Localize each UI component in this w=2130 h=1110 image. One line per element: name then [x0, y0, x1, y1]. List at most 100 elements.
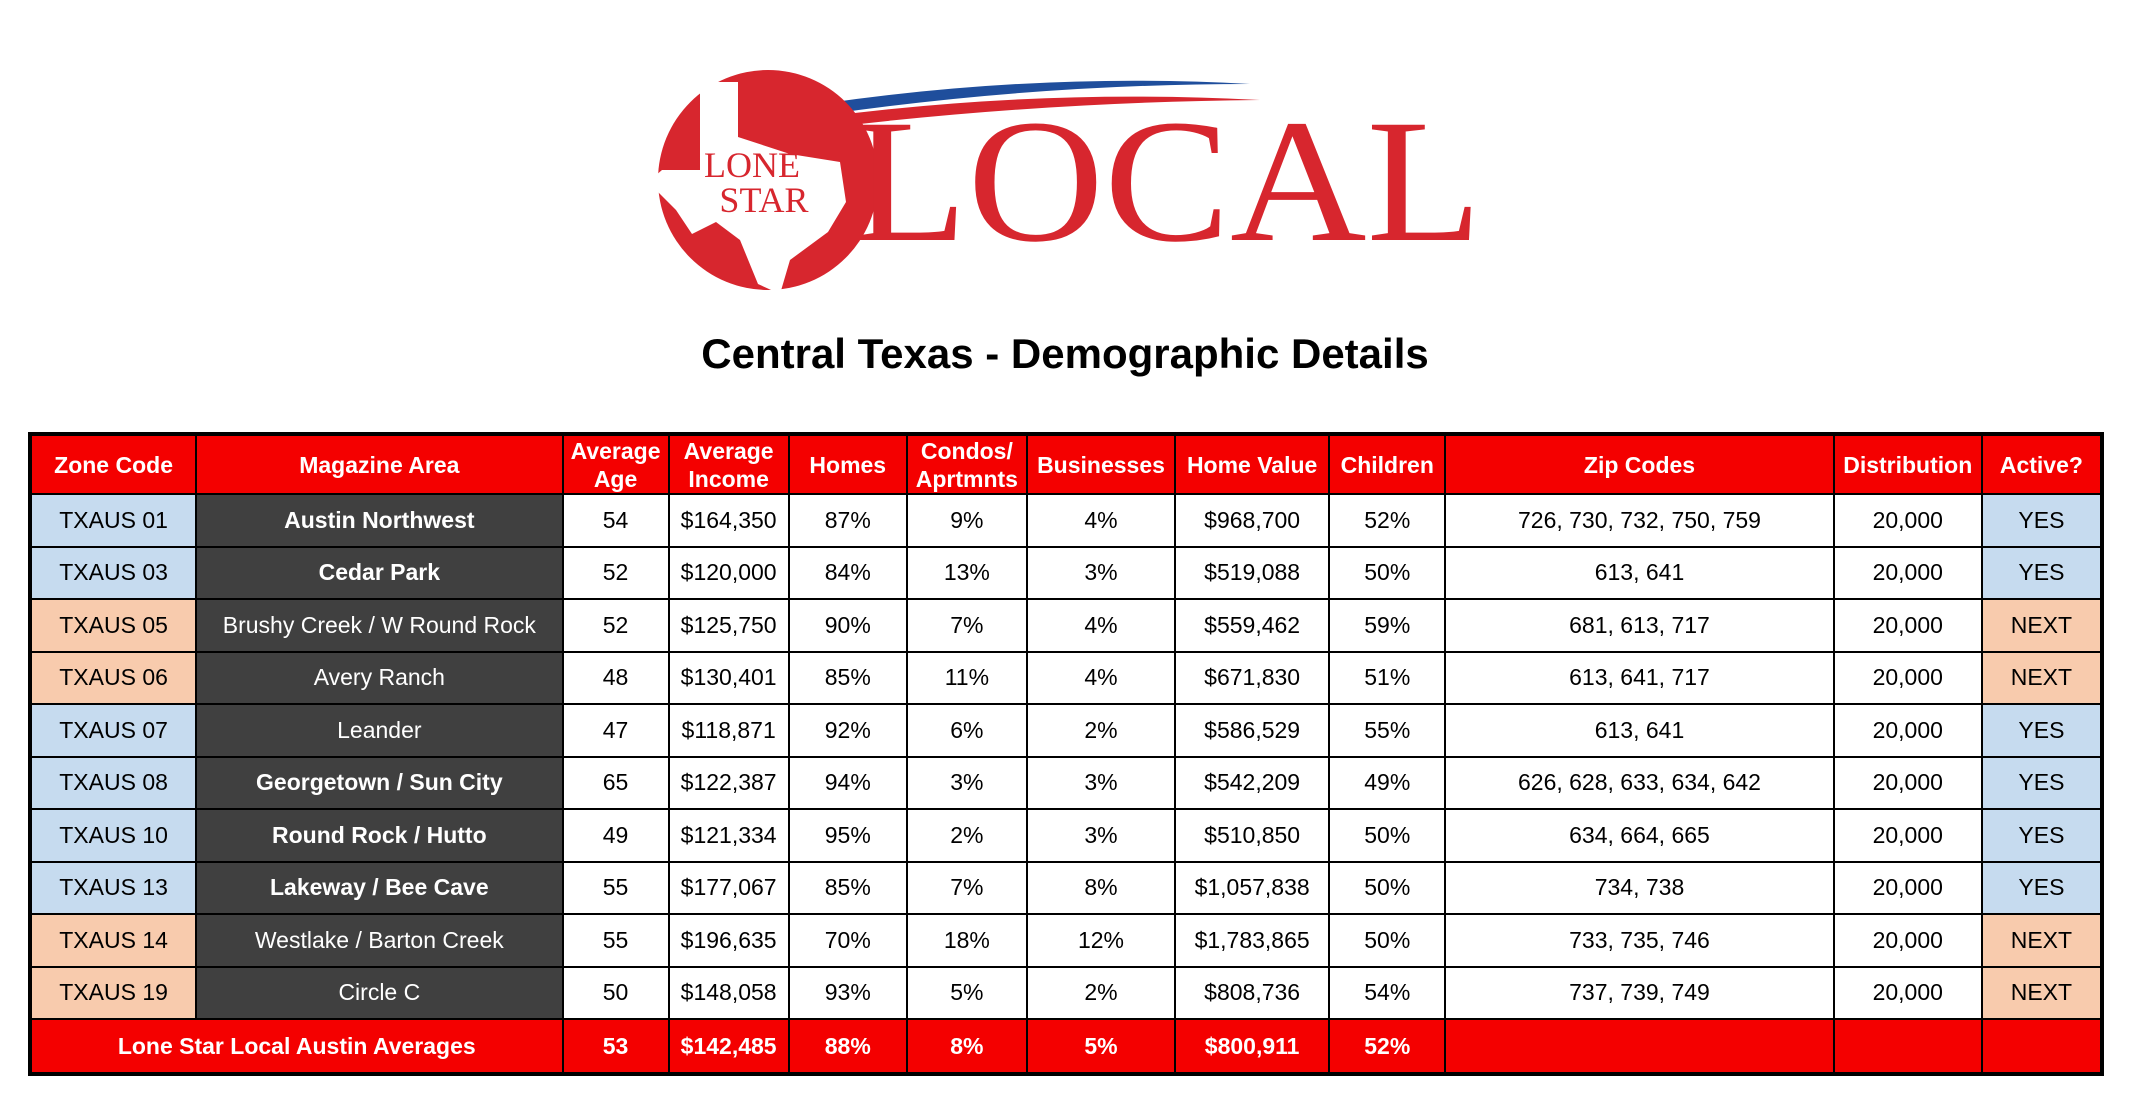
zip-codes-cell: 733, 735, 746 — [1444, 913, 1835, 968]
homes-cell: 85% — [787, 860, 908, 915]
header-zone-code: Zone Code — [28, 433, 198, 495]
age-cell: 65 — [561, 755, 670, 810]
homes-cell: 87% — [787, 493, 908, 548]
condos-cell: 6% — [905, 703, 1028, 758]
distribution-cell: 20,000 — [1832, 860, 1983, 915]
distribution-cell: 20,000 — [1832, 493, 1983, 548]
zip-codes-cell: 681, 613, 717 — [1444, 598, 1835, 653]
avg-businesses-cell: 5% — [1025, 1018, 1177, 1075]
income-cell: $164,350 — [667, 493, 790, 548]
home-value-cell: $519,088 — [1174, 545, 1331, 600]
logo-lone-text: LONE — [704, 145, 800, 185]
income-cell: $130,401 — [667, 650, 790, 705]
header-zip-codes: Zip Codes — [1444, 433, 1835, 495]
income-cell: $122,387 — [667, 755, 790, 810]
condos-cell: 3% — [905, 755, 1028, 810]
active-cell: NEXT — [1980, 965, 2104, 1020]
logo-star-text: STAR — [719, 180, 808, 220]
condos-cell: 5% — [905, 965, 1028, 1020]
magazine-area-cell: Austin Northwest — [195, 493, 564, 548]
magazine-area-cell: Westlake / Barton Creek — [195, 913, 564, 968]
zone-code-cell: TXAUS 10 — [28, 808, 198, 863]
income-cell: $120,000 — [667, 545, 790, 600]
averages-label: Lone Star Local Austin Averages — [29, 1018, 564, 1075]
income-cell: $125,750 — [667, 598, 790, 653]
header-home-value: Home Value — [1174, 433, 1331, 495]
header-average-income: Average Income — [667, 433, 790, 495]
header-businesses: Businesses — [1025, 433, 1177, 495]
table-header-row: Zone Code Magazine Area Average Age Aver… — [28, 433, 2104, 495]
children-cell: 51% — [1328, 650, 1447, 705]
zone-code-cell: TXAUS 06 — [28, 650, 198, 705]
blue-swoosh — [820, 80, 1250, 114]
condos-cell: 9% — [905, 493, 1028, 548]
home-value-cell: $542,209 — [1174, 755, 1331, 810]
income-cell: $121,334 — [667, 808, 790, 863]
page-title: Central Texas - Demographic Details — [701, 330, 1429, 377]
zone-code-cell: TXAUS 05 — [28, 598, 198, 653]
home-value-cell: $671,830 — [1174, 650, 1331, 705]
table-row: TXAUS 13 Lakeway / Bee Cave 55 $177,067 … — [28, 860, 2104, 915]
businesses-cell: 2% — [1025, 703, 1177, 758]
distribution-cell: 20,000 — [1832, 598, 1983, 653]
zip-codes-cell: 613, 641, 717 — [1444, 650, 1835, 705]
businesses-cell: 4% — [1025, 650, 1177, 705]
children-cell: 49% — [1328, 755, 1447, 810]
lone-star-local-logo: LONE STAR LOCAL — [640, 62, 1490, 302]
header-magazine-area: Magazine Area — [195, 433, 564, 495]
age-cell: 50 — [561, 965, 670, 1020]
home-value-cell: $808,736 — [1174, 965, 1331, 1020]
condos-cell: 11% — [905, 650, 1028, 705]
avg-children-cell: 52% — [1328, 1018, 1447, 1075]
table-row: TXAUS 01 Austin Northwest 54 $164,350 87… — [28, 493, 2104, 548]
table-row: TXAUS 10 Round Rock / Hutto 49 $121,334 … — [28, 808, 2104, 863]
header-condos: Condos/ Aprtmnts — [905, 433, 1028, 495]
magazine-area-cell: Georgetown / Sun City — [195, 755, 564, 810]
home-value-cell: $510,850 — [1174, 808, 1331, 863]
avg-homes-cell: 88% — [787, 1018, 908, 1075]
active-cell: YES — [1980, 493, 2104, 548]
table-row: TXAUS 14 Westlake / Barton Creek 55 $196… — [28, 913, 2104, 968]
zone-code-cell: TXAUS 19 — [28, 965, 198, 1020]
red-swoosh — [815, 96, 1260, 128]
age-cell: 52 — [561, 598, 670, 653]
children-cell: 55% — [1328, 703, 1447, 758]
texas-shape-icon — [648, 82, 846, 294]
children-cell: 50% — [1328, 913, 1447, 968]
zip-codes-cell: 726, 730, 732, 750, 759 — [1444, 493, 1835, 548]
homes-cell: 84% — [787, 545, 908, 600]
avg-distribution-cell — [1832, 1018, 1983, 1075]
table-row: TXAUS 08 Georgetown / Sun City 65 $122,3… — [28, 755, 2104, 810]
magazine-area-cell: Cedar Park — [195, 545, 564, 600]
active-cell: YES — [1980, 545, 2104, 600]
businesses-cell: 4% — [1025, 493, 1177, 548]
zip-codes-cell: 734, 738 — [1444, 860, 1835, 915]
distribution-cell: 20,000 — [1832, 703, 1983, 758]
distribution-cell: 20,000 — [1832, 755, 1983, 810]
magazine-area-cell: Lakeway / Bee Cave — [195, 860, 564, 915]
homes-cell: 85% — [787, 650, 908, 705]
logo-graphic: LONE STAR LOCAL — [648, 70, 1482, 294]
children-cell: 52% — [1328, 493, 1447, 548]
businesses-cell: 3% — [1025, 755, 1177, 810]
active-cell: YES — [1980, 808, 2104, 863]
homes-cell: 70% — [787, 913, 908, 968]
zone-code-cell: TXAUS 08 — [28, 755, 198, 810]
businesses-cell: 8% — [1025, 860, 1177, 915]
children-cell: 50% — [1328, 545, 1447, 600]
condos-cell: 2% — [905, 808, 1028, 863]
magazine-area-cell: Avery Ranch — [195, 650, 564, 705]
zip-codes-cell: 613, 641 — [1444, 703, 1835, 758]
zone-code-cell: TXAUS 07 — [28, 703, 198, 758]
zone-code-cell: TXAUS 14 — [28, 913, 198, 968]
zip-codes-cell: 737, 739, 749 — [1444, 965, 1835, 1020]
age-cell: 48 — [561, 650, 670, 705]
table-row: TXAUS 06 Avery Ranch 48 $130,401 85% 11%… — [28, 650, 2104, 705]
avg-zip-codes-cell — [1444, 1018, 1835, 1075]
age-cell: 52 — [561, 545, 670, 600]
header-homes: Homes — [787, 433, 908, 495]
table-row: TXAUS 19 Circle C 50 $148,058 93% 5% 2% … — [28, 965, 2104, 1020]
magazine-area-cell: Circle C — [195, 965, 564, 1020]
children-cell: 50% — [1328, 808, 1447, 863]
income-cell: $177,067 — [667, 860, 790, 915]
